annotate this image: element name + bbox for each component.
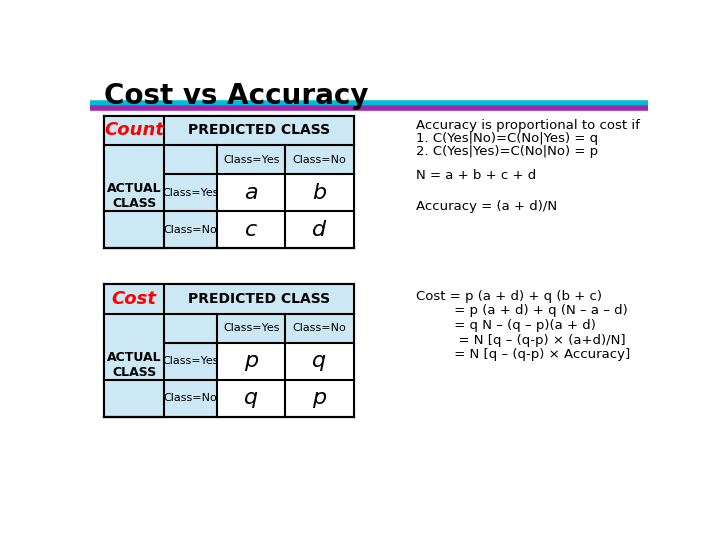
Text: Class=No: Class=No [292,154,346,165]
Text: ACTUAL
CLASS: ACTUAL CLASS [107,183,161,211]
Bar [217,145,285,174]
Text: Cost: Cost [112,290,157,308]
Text: Class=No: Class=No [164,225,217,234]
Text: Class=No: Class=No [164,393,217,403]
Text: p: p [312,388,326,408]
Text: Class=Yes: Class=Yes [223,154,279,165]
Text: 1. C(Yes|No)=C(No|Yes) = q: 1. C(Yes|No)=C(No|Yes) = q [415,132,598,145]
Text: Class=Yes: Class=Yes [163,187,219,198]
Bar [164,314,217,343]
Text: Class=Yes: Class=Yes [163,356,219,366]
Text: = p (a + d) + q (N – a – d): = p (a + d) + q (N – a – d) [415,304,627,318]
Text: p: p [244,351,258,372]
Text: Accuracy is proportional to cost if: Accuracy is proportional to cost if [415,119,639,132]
Text: b: b [312,183,326,202]
Bar [217,380,285,417]
Bar [104,284,164,314]
Bar [285,145,354,174]
Bar [164,116,354,145]
Text: q: q [244,388,258,408]
Bar [217,343,285,380]
Text: ACTUAL
CLASS: ACTUAL CLASS [107,351,161,379]
Text: a: a [244,183,258,202]
Text: q: q [312,351,326,372]
Bar [164,174,217,211]
Bar [164,145,217,174]
Text: = N [q – (q-p) × Accuracy]: = N [q – (q-p) × Accuracy] [415,348,630,361]
Text: c: c [245,220,257,240]
Bar [285,314,354,343]
Text: Count: Count [104,122,164,139]
Bar [285,174,354,211]
Bar [164,343,217,380]
Text: Accuracy = (a + d)/N: Accuracy = (a + d)/N [415,200,557,213]
Text: PREDICTED CLASS: PREDICTED CLASS [188,292,330,306]
Text: 2. C(Yes|Yes)=C(No|No) = p: 2. C(Yes|Yes)=C(No|No) = p [415,145,598,158]
Text: PREDICTED CLASS: PREDICTED CLASS [188,123,330,137]
Bar [285,211,354,248]
Text: = N [q – (q-p) × (a+d)/N]: = N [q – (q-p) × (a+d)/N] [415,334,625,347]
Bar [164,380,217,417]
Bar [104,116,164,145]
Text: d: d [312,220,326,240]
Bar [104,284,354,417]
Text: Class=No: Class=No [292,323,346,333]
Text: Cost = p (a + d) + q (b + c): Cost = p (a + d) + q (b + c) [415,289,601,302]
Bar [104,116,354,248]
Text: Class=Yes: Class=Yes [223,323,279,333]
Bar [104,145,164,248]
Bar [217,174,285,211]
Bar [285,343,354,380]
Bar [164,284,354,314]
Text: = q N – (q – p)(a + d): = q N – (q – p)(a + d) [415,319,595,332]
Bar [164,211,217,248]
Bar [217,314,285,343]
Text: Cost vs Accuracy: Cost vs Accuracy [104,82,369,110]
Text: N = a + b + c + d: N = a + b + c + d [415,168,536,182]
Bar [285,380,354,417]
Bar [217,211,285,248]
Bar [104,314,164,417]
